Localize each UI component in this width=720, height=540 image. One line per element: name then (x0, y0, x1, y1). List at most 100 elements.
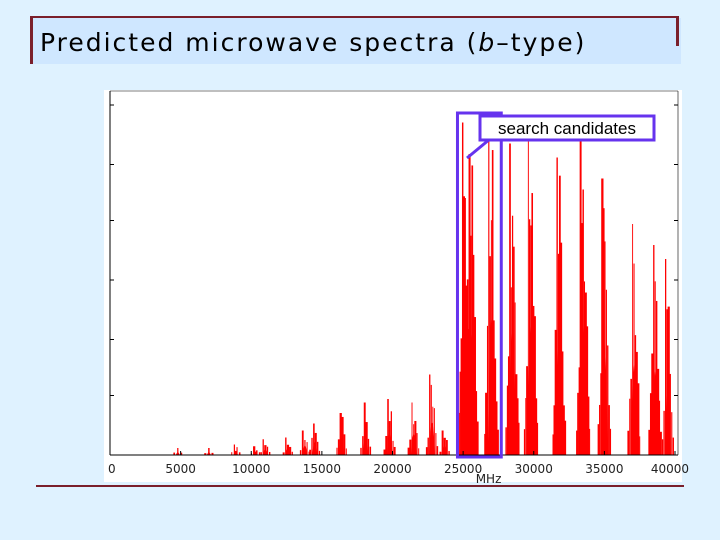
spectral-line (633, 263, 635, 455)
spectral-line (528, 219, 531, 455)
spectral-line (667, 306, 670, 455)
spectral-cluster (299, 430, 310, 455)
spectral-cluster (661, 259, 674, 455)
spectral-line (269, 451, 271, 455)
spectral-line (576, 430, 578, 455)
callout-label: search candidates (498, 119, 636, 138)
spectral-line (385, 435, 388, 455)
x-tick-label: 30000 (515, 462, 553, 476)
spectral-line (509, 143, 511, 455)
spectral-line (407, 447, 410, 455)
spectral-cluster (251, 446, 261, 455)
spectral-line (518, 422, 520, 455)
spectral-line (671, 412, 673, 455)
spectral-line (654, 281, 656, 455)
spectral-line (416, 433, 418, 455)
spectral-line (475, 391, 478, 455)
spectral-envelope (468, 334, 475, 455)
spectral-line (231, 452, 233, 455)
spectral-line (473, 317, 476, 455)
spectral-cluster (383, 399, 396, 455)
spectral-envelope (285, 448, 291, 455)
x-tick-label: 5000 (165, 462, 196, 476)
spectral-line (526, 366, 529, 455)
spectral-line (488, 115, 490, 455)
spectral-envelope (664, 376, 671, 455)
spectral-line (308, 451, 310, 455)
bottom-rule (36, 485, 684, 487)
spectral-line (180, 452, 183, 455)
spectral-line (233, 444, 236, 455)
spectral-line (306, 442, 308, 455)
spectral-line (285, 437, 287, 455)
title-prefix: Predicted microwave spectra ( (40, 28, 479, 57)
spectral-line (635, 351, 638, 455)
spectral-line (204, 453, 207, 455)
spectral-line (600, 373, 602, 455)
spectral-line (599, 404, 601, 455)
spectral-cluster (439, 430, 450, 455)
spectral-line (534, 398, 538, 455)
x-tick-label: 0 (108, 462, 116, 476)
spectral-envelope (442, 445, 448, 455)
spectral-line (651, 353, 654, 455)
spectral-cluster (231, 444, 241, 455)
spectral-cluster (204, 448, 214, 455)
spectral-line (532, 305, 535, 455)
spectral-line (560, 242, 563, 455)
spectral-line (393, 446, 396, 455)
spectral-line (516, 398, 519, 455)
x-axis-unit-label: MHz (476, 472, 502, 486)
x-tick-label: 20000 (373, 462, 411, 476)
spectral-line (527, 129, 529, 455)
spectral-line (343, 434, 346, 455)
x-tick-label: 15000 (303, 462, 341, 476)
spectral-line (425, 447, 428, 455)
spectral-envelope (579, 326, 587, 455)
spectral-envelope (312, 442, 318, 455)
title-band (30, 18, 681, 64)
spectral-line (609, 428, 612, 455)
spectral-line (552, 434, 554, 455)
spectral-line (663, 410, 665, 455)
spectral-envelope (601, 344, 608, 455)
spectral-line (173, 452, 176, 455)
spectral-line (484, 433, 486, 455)
spectral-line (496, 429, 499, 455)
spectral-envelope (253, 451, 258, 455)
spectral-line (236, 447, 238, 455)
spectral-cluster (505, 143, 520, 455)
spectral-envelope (206, 452, 211, 455)
spectral-line (238, 452, 241, 455)
spectral-line (627, 430, 630, 455)
spectral-envelope (263, 448, 268, 455)
spectral-cluster (336, 413, 347, 455)
callout-box (478, 114, 656, 142)
spectral-line (427, 437, 429, 455)
spectral-line (387, 399, 389, 455)
title-top-rule (30, 16, 678, 19)
spectral-cluster (360, 402, 372, 455)
callout-pointer (466, 137, 491, 160)
spectral-line (585, 326, 589, 455)
spectral-envelope (339, 438, 345, 455)
spectral-line (507, 356, 510, 455)
spectral-line (639, 436, 641, 455)
spectral-line (430, 384, 432, 455)
spectral-line (309, 449, 312, 455)
spectral-line (439, 451, 442, 455)
spectral-line (525, 398, 527, 455)
spectral-cluster (597, 178, 612, 455)
spectral-line (253, 446, 256, 455)
spectral-envelope (233, 450, 238, 455)
spectral-line (363, 402, 366, 455)
spectral-line (301, 430, 304, 455)
spectral-line (418, 448, 420, 455)
spectral-line (441, 430, 444, 455)
spectral-line (411, 402, 413, 455)
spectral-line (318, 450, 321, 455)
spectral-line (369, 446, 372, 455)
spectrum-lines (173, 115, 674, 456)
title-right-tick (676, 16, 679, 46)
spectral-line (345, 448, 347, 455)
